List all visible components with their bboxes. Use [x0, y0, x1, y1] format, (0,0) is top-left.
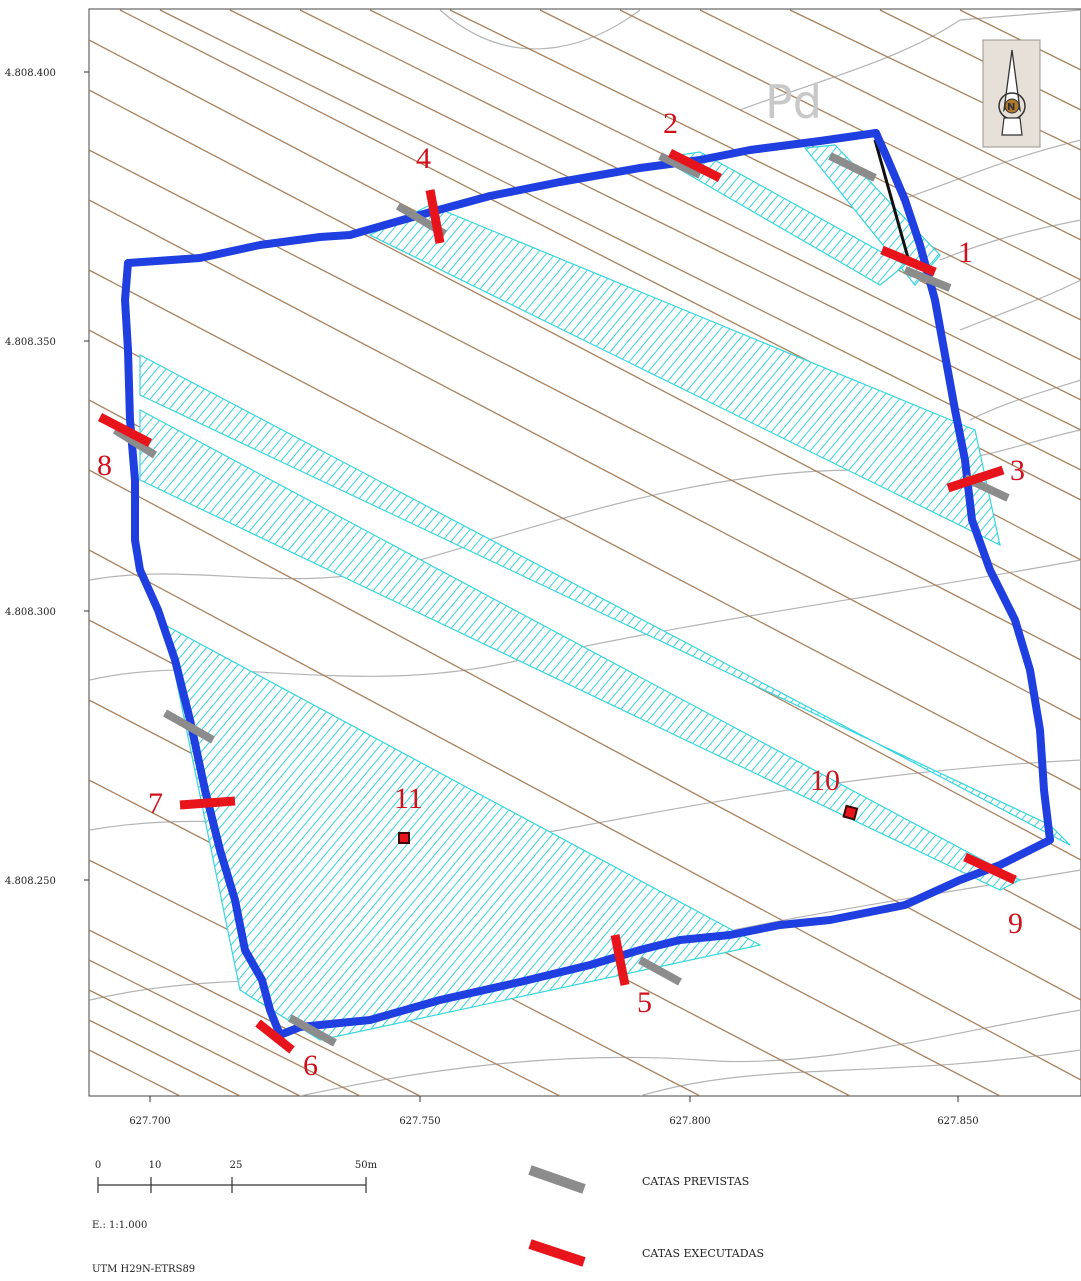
planned-pit-5: [638, 956, 682, 986]
planned-pit-6: [288, 1014, 337, 1047]
pit-10-marker: [842, 804, 859, 821]
zone-label: Pd: [765, 75, 822, 129]
executed-pit-4: [425, 189, 445, 244]
pit-label-10: 10: [810, 764, 840, 797]
pit-11-marker: [398, 832, 410, 844]
executed-pit-7: [179, 796, 236, 810]
scale-tick-label: 0: [95, 1160, 101, 1171]
pit-label-1: 1: [958, 236, 973, 269]
planned-pit-2: [658, 152, 702, 179]
executed-pit-6: [255, 1019, 295, 1054]
legend-planned-swatch: [528, 1165, 586, 1194]
pit-label-2: 2: [663, 107, 678, 140]
north-arrow-icon: N: [982, 39, 1041, 148]
y-tick-label: 4.808.250: [5, 876, 56, 887]
scale-tick-label: 10: [149, 1160, 162, 1171]
executed-pit-3: [946, 465, 1005, 493]
executed-pit-8: [97, 413, 153, 447]
scale-tick-label: 25: [230, 1160, 243, 1171]
y-tick-label: 4.808.300: [5, 607, 56, 618]
pit-label-8: 8: [97, 449, 112, 482]
site-boundary: [121, 129, 1054, 1039]
executed-pit-5: [610, 934, 630, 986]
planned-pit-8: [112, 426, 158, 459]
executed-pits: [97, 148, 1017, 1054]
scale-tick-label: 50m: [355, 1160, 378, 1171]
legend-executed-swatch: [528, 1239, 586, 1267]
coordinate-system: UTM H29N-ETRS89: [92, 1264, 195, 1275]
pit-label-7: 7: [148, 787, 163, 820]
planned-pits: [112, 152, 1010, 1047]
pit-label-4: 4: [416, 142, 431, 175]
executed-pit-9: [963, 852, 1017, 885]
executed-pit-2: [667, 148, 723, 183]
scale-bar: [97, 1177, 367, 1193]
pit-label-6: 6: [303, 1049, 318, 1082]
scale-ratio: E.: 1:1.000: [92, 1220, 147, 1231]
pit-label-9: 9: [1008, 907, 1023, 940]
y-axis: [84, 71, 89, 881]
y-tick-label: 4.808.350: [5, 337, 56, 348]
legend-planned-label: CATAS PREVISTAS: [642, 1175, 749, 1188]
planned-pit-7: [163, 709, 215, 744]
pit-label-3: 3: [1010, 454, 1025, 487]
north-arrow-letter: N: [1007, 102, 1015, 113]
x-axis: [149, 1096, 959, 1102]
y-tick-label: 4.808.400: [5, 68, 56, 79]
black-segment: [873, 139, 912, 266]
x-tick-label: 627.850: [937, 1116, 978, 1127]
x-tick-label: 627.700: [129, 1116, 170, 1127]
pit-label-11: 11: [394, 782, 423, 815]
planned-pit-2b: [828, 152, 877, 182]
pit-label-5: 5: [637, 986, 652, 1019]
planned-pit-1: [903, 266, 952, 292]
x-tick-label: 627.750: [399, 1116, 440, 1127]
x-tick-label: 627.800: [669, 1116, 710, 1127]
executed-pit-1: [880, 245, 937, 277]
legend-executed-label: CATAS EXECUTADAS: [642, 1247, 764, 1260]
